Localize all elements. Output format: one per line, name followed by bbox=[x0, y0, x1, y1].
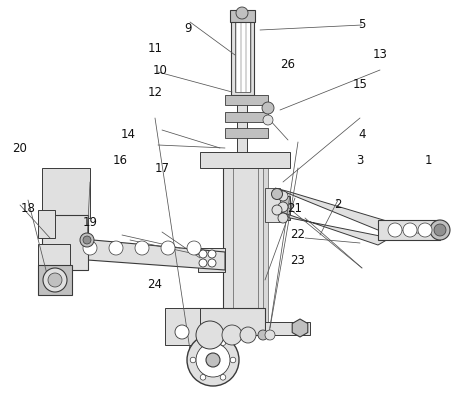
Circle shape bbox=[199, 259, 207, 267]
Text: 4: 4 bbox=[358, 129, 366, 141]
Circle shape bbox=[200, 374, 206, 380]
Text: 14: 14 bbox=[120, 129, 135, 141]
Bar bbox=[231, 15, 254, 95]
Circle shape bbox=[240, 327, 256, 343]
Bar bbox=[265, 188, 280, 222]
Polygon shape bbox=[275, 188, 390, 230]
Circle shape bbox=[199, 250, 207, 258]
Bar bbox=[237, 38, 247, 155]
Bar bbox=[225, 95, 268, 105]
Circle shape bbox=[434, 224, 446, 236]
Text: 3: 3 bbox=[356, 154, 364, 168]
Circle shape bbox=[83, 236, 91, 244]
Circle shape bbox=[271, 189, 282, 199]
Bar bbox=[38, 244, 70, 272]
Circle shape bbox=[418, 223, 432, 237]
Polygon shape bbox=[60, 237, 225, 270]
Text: 22: 22 bbox=[291, 229, 306, 241]
Circle shape bbox=[208, 259, 216, 267]
Circle shape bbox=[230, 357, 236, 363]
Bar bbox=[225, 112, 268, 122]
Circle shape bbox=[109, 241, 123, 255]
Text: 16: 16 bbox=[113, 154, 128, 168]
Bar bbox=[263, 155, 268, 322]
Polygon shape bbox=[292, 319, 308, 337]
Circle shape bbox=[258, 330, 268, 340]
Bar bbox=[185, 308, 265, 335]
Circle shape bbox=[200, 340, 206, 345]
Bar bbox=[200, 152, 290, 168]
Text: 10: 10 bbox=[153, 64, 168, 77]
Circle shape bbox=[187, 241, 201, 255]
Circle shape bbox=[430, 220, 450, 240]
Circle shape bbox=[48, 273, 62, 287]
Bar bbox=[42, 168, 90, 218]
Text: 18: 18 bbox=[20, 202, 35, 214]
Text: 11: 11 bbox=[148, 42, 163, 54]
Circle shape bbox=[80, 233, 94, 247]
Circle shape bbox=[43, 268, 67, 292]
Text: 20: 20 bbox=[13, 141, 27, 154]
Circle shape bbox=[196, 343, 230, 377]
Text: 5: 5 bbox=[358, 19, 365, 31]
Circle shape bbox=[263, 115, 273, 125]
Circle shape bbox=[187, 334, 239, 386]
Circle shape bbox=[265, 330, 275, 340]
Bar bbox=[223, 153, 267, 322]
Text: 13: 13 bbox=[373, 48, 387, 62]
Circle shape bbox=[222, 325, 242, 345]
Text: 1: 1 bbox=[424, 154, 432, 168]
Circle shape bbox=[161, 241, 175, 255]
Bar bbox=[198, 248, 225, 272]
Bar bbox=[38, 210, 55, 238]
Circle shape bbox=[272, 205, 282, 215]
Bar bbox=[230, 10, 255, 22]
Text: 12: 12 bbox=[148, 87, 163, 100]
Text: 17: 17 bbox=[154, 162, 169, 174]
Text: 9: 9 bbox=[184, 21, 192, 35]
Text: 24: 24 bbox=[148, 278, 163, 291]
Bar bbox=[165, 308, 200, 345]
Circle shape bbox=[278, 213, 288, 223]
Text: 23: 23 bbox=[291, 255, 306, 268]
Text: 2: 2 bbox=[334, 199, 342, 212]
Circle shape bbox=[196, 321, 224, 349]
Text: 19: 19 bbox=[83, 216, 98, 229]
Text: 15: 15 bbox=[353, 79, 367, 91]
Circle shape bbox=[220, 374, 226, 380]
Circle shape bbox=[220, 340, 226, 345]
Bar bbox=[275, 196, 290, 220]
Bar bbox=[265, 322, 310, 335]
Circle shape bbox=[262, 102, 274, 114]
Circle shape bbox=[278, 202, 288, 212]
Circle shape bbox=[83, 241, 97, 255]
Circle shape bbox=[278, 191, 288, 201]
Circle shape bbox=[236, 7, 248, 19]
Polygon shape bbox=[275, 210, 390, 245]
Polygon shape bbox=[378, 220, 440, 240]
Circle shape bbox=[403, 223, 417, 237]
Circle shape bbox=[206, 353, 220, 367]
Circle shape bbox=[190, 357, 196, 363]
Bar bbox=[38, 265, 72, 295]
Circle shape bbox=[135, 241, 149, 255]
Circle shape bbox=[175, 325, 189, 339]
Text: 21: 21 bbox=[287, 202, 302, 214]
Circle shape bbox=[208, 250, 216, 258]
Polygon shape bbox=[42, 260, 65, 290]
Text: 26: 26 bbox=[281, 58, 296, 71]
Bar bbox=[225, 128, 268, 138]
Circle shape bbox=[388, 223, 402, 237]
Bar bbox=[42, 215, 88, 270]
Bar bbox=[235, 20, 250, 92]
